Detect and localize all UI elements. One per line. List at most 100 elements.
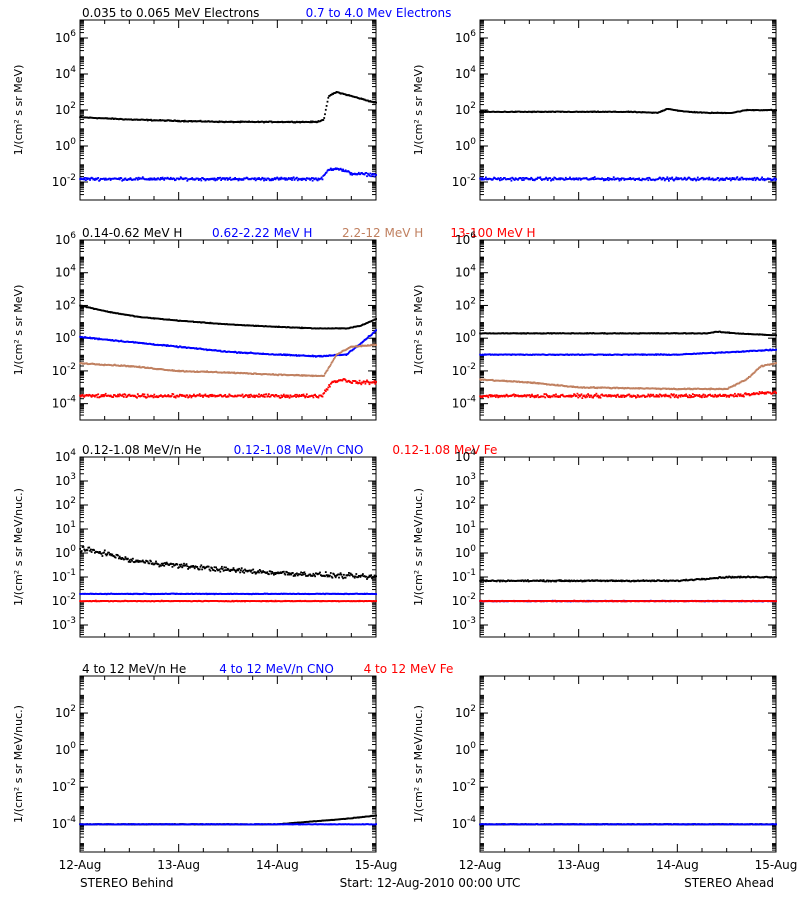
behind-electrons-point xyxy=(277,178,280,181)
behind-protons-point xyxy=(347,352,349,355)
behind-electrons-point xyxy=(263,177,266,180)
behind-protons-point xyxy=(104,392,107,395)
behind-protons-point xyxy=(321,395,324,398)
behind-electrons-point xyxy=(324,113,326,116)
behind-electrons-point xyxy=(99,179,101,182)
behind-electrons-point xyxy=(211,177,214,180)
behind-electrons-point xyxy=(289,178,292,181)
behind-protons-point xyxy=(248,394,250,396)
ahead-electrons-point xyxy=(604,179,607,181)
behind-electrons-point xyxy=(372,173,375,175)
behind-protons-point xyxy=(97,393,100,396)
behind-protons-point xyxy=(267,395,269,397)
behind-electrons-point xyxy=(103,177,105,180)
ahead-protons-point xyxy=(685,352,688,355)
behind-protons-point xyxy=(303,395,306,397)
ahead-electrons-point xyxy=(754,179,757,182)
ahead-protons-point xyxy=(574,386,577,389)
behind-electrons-point xyxy=(262,177,264,180)
behind-electrons-point xyxy=(305,179,307,182)
ahead-electrons-point xyxy=(513,179,516,181)
behind-protons-point xyxy=(87,394,90,397)
ahead-electrons-point xyxy=(667,178,669,180)
ahead-electrons-point xyxy=(715,178,718,181)
behind-electrons-point xyxy=(323,117,326,119)
behind-electrons-point xyxy=(343,170,346,173)
behind-electrons-point xyxy=(274,178,277,181)
behind-protons-point xyxy=(299,354,302,357)
behind-electrons-point xyxy=(285,177,288,180)
behind-electrons-point xyxy=(349,173,352,176)
behind-protons-point xyxy=(181,394,184,396)
ahead-electrons-point xyxy=(522,179,525,181)
ahead-electrons-ytick-label: 106 xyxy=(455,29,476,45)
behind-electrons-point xyxy=(340,168,343,171)
behind-protons-point xyxy=(150,367,153,369)
ahead-electrons-point xyxy=(708,176,711,179)
behind-electrons-point xyxy=(273,178,275,180)
ahead-protons-point xyxy=(576,392,579,395)
behind-protons-point xyxy=(254,396,256,399)
ahead-protons-point xyxy=(685,388,688,391)
behind-electrons-point xyxy=(186,179,189,182)
ahead-electrons-point xyxy=(769,178,772,180)
behind-electrons-point xyxy=(329,167,332,170)
behind-protons-point xyxy=(268,393,270,395)
ahead-electrons-point xyxy=(773,177,776,179)
ahead-electrons-point xyxy=(498,177,500,180)
behind-protons-point xyxy=(83,395,86,398)
behind-protons-point xyxy=(269,395,272,398)
behind-protons-point xyxy=(141,394,143,397)
row1-title-1: 0.62-2.22 MeV H xyxy=(212,226,312,240)
behind-electrons-point xyxy=(316,121,319,123)
behind-protons-point xyxy=(367,381,370,384)
behind-protons-point xyxy=(340,351,343,354)
behind-electrons-series-0 xyxy=(79,91,377,124)
ahead-electrons-point xyxy=(715,112,718,114)
ahead-electrons-point xyxy=(746,177,749,180)
behind-protons-point xyxy=(326,388,329,391)
behind-protons-point xyxy=(164,318,167,321)
behind-protons-point xyxy=(375,344,377,346)
ahead-protons-ytick-label-base: 10 xyxy=(455,331,470,345)
ahead-protons-point xyxy=(746,350,749,352)
behind-protons-point xyxy=(201,394,203,397)
behind-protons-ytick-label-base: 10 xyxy=(52,397,67,411)
behind-electrons-point xyxy=(85,179,87,181)
ahead-protons-point xyxy=(513,393,515,396)
behind-electrons-point xyxy=(121,179,124,182)
behind-protons-point xyxy=(112,396,114,398)
ahead-electrons-point xyxy=(558,177,561,180)
ahead-electrons-point xyxy=(591,111,594,113)
behind-electrons-point xyxy=(277,177,279,180)
ahead-electrons-point xyxy=(775,109,777,112)
ahead-electrons-point xyxy=(688,176,691,179)
behind-protons-point xyxy=(359,343,362,345)
ahead-electrons-point xyxy=(619,177,622,180)
behind-electrons-ytick-label: 10-2 xyxy=(52,173,76,189)
behind-electrons-point xyxy=(268,179,271,182)
ahead-electrons-point xyxy=(720,178,723,181)
behind-protons-point xyxy=(122,396,125,398)
behind-electrons-series-1 xyxy=(79,167,377,182)
behind-protons-ylabel: 1/(cm² s sr MeV) xyxy=(12,285,25,376)
ahead-electrons-point xyxy=(545,176,547,179)
behind-protons-point xyxy=(151,395,154,397)
behind-protons-point xyxy=(244,372,247,375)
behind-electrons-point xyxy=(162,177,165,180)
ahead-electrons-ytick-label: 104 xyxy=(455,65,476,81)
ahead-electrons-point xyxy=(520,177,523,180)
behind-protons-point xyxy=(179,394,182,396)
behind-protons-point xyxy=(296,393,298,396)
behind-protons-point xyxy=(197,347,200,350)
behind-protons-point xyxy=(150,395,153,398)
ahead-protons-frame xyxy=(479,239,777,421)
behind-electrons-point xyxy=(134,178,137,181)
behind-protons-point xyxy=(101,395,104,398)
behind-protons-ytick-label: 10-4 xyxy=(52,395,77,411)
behind-protons-point xyxy=(181,369,184,372)
behind-protons-point xyxy=(121,395,124,397)
row0-title-0: 0.035 to 0.065 MeV Electrons xyxy=(82,6,259,20)
behind-protons-point xyxy=(298,394,301,396)
